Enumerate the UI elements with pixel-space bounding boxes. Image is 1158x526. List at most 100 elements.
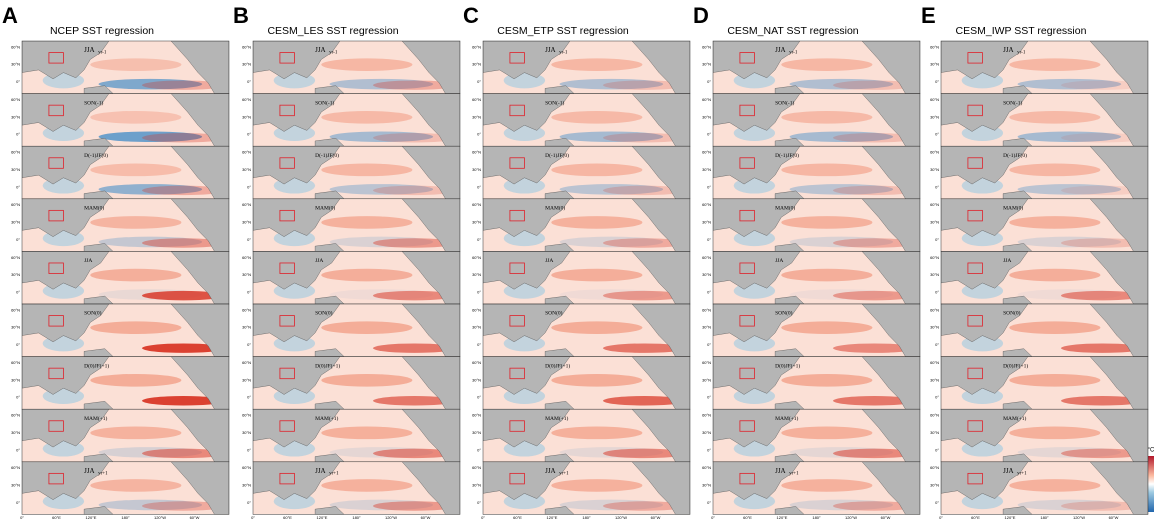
row-label-sub: yr+1	[1017, 472, 1027, 477]
warm-anomaly	[1009, 216, 1101, 229]
land-eurasia	[713, 409, 801, 448]
land-america	[1089, 251, 1148, 304]
lat-label: 0°	[707, 289, 711, 294]
map	[941, 304, 1148, 357]
warm-anomaly	[781, 268, 873, 282]
lat-label: 0°	[247, 500, 251, 505]
land-america	[1089, 304, 1148, 357]
lat-label: 60°N	[702, 150, 711, 155]
panel-title: CESM_ETP SST regression	[497, 25, 629, 37]
cold-anomaly	[789, 499, 894, 511]
land-america	[170, 251, 229, 304]
lat-label: 30°N	[472, 167, 481, 172]
lat-label: 60°N	[930, 465, 939, 470]
map	[483, 304, 690, 357]
warm-anomaly	[551, 426, 643, 440]
map	[713, 251, 920, 304]
lat-label: 60°N	[242, 97, 251, 102]
cold-anomaly	[98, 78, 203, 90]
land-australia	[774, 295, 805, 304]
lat-label: 60°N	[242, 255, 251, 260]
region-box	[279, 472, 295, 485]
map	[253, 41, 460, 94]
lat-label: 60°N	[472, 465, 481, 470]
land-america	[1089, 409, 1148, 462]
row-label: MAM(+1)	[545, 415, 568, 422]
land-america	[631, 356, 690, 410]
warm-anomaly	[373, 238, 456, 248]
map	[483, 461, 690, 515]
row-label: MAM(0)	[84, 205, 104, 212]
panel-title: CESM_LES SST regression	[267, 25, 398, 37]
warm-anomaly	[321, 58, 413, 71]
panel-letter: D	[693, 3, 709, 28]
lat-label: 30°N	[472, 272, 481, 277]
region-box	[48, 52, 64, 64]
land-america	[861, 409, 920, 462]
lon-label: 60°W	[190, 515, 200, 520]
land-america	[861, 93, 920, 147]
lat-label: 30°N	[11, 220, 20, 225]
cold-anomaly	[559, 184, 664, 195]
panel-letter: A	[2, 3, 18, 28]
row-label: MAM(+1)	[775, 415, 798, 422]
lat-label: 0°	[707, 500, 711, 505]
map-panel: SON(0) 60°N 30°N 0°	[242, 303, 461, 357]
warm-anomaly	[781, 321, 873, 334]
land-australia	[774, 506, 805, 515]
region-box	[739, 104, 755, 117]
row-label: SON(-1)	[545, 99, 564, 106]
lat-label: 30°N	[930, 62, 939, 67]
region-box	[967, 262, 983, 274]
region-box	[739, 367, 755, 380]
warm-anomaly	[833, 185, 916, 196]
lon-label: 120°W	[154, 515, 166, 520]
map	[483, 356, 690, 410]
land-america	[170, 461, 229, 515]
warm-anomaly	[373, 133, 456, 143]
region-box	[967, 52, 983, 64]
warm-anomaly	[551, 216, 643, 229]
row-label: MAM(+1)	[84, 415, 107, 422]
map-panel: D(-1)JF(0) 60°N 30°N 0°	[930, 145, 1149, 200]
land-america	[401, 461, 460, 515]
lat-label: 0°	[16, 395, 20, 400]
warm-anomaly	[142, 185, 225, 196]
lat-label: 60°N	[11, 465, 20, 470]
map-panel: D(0)JF(+1) 60°N 30°N 0°	[472, 356, 691, 410]
map-panel: JJA yr-1 60°N 30°N 0°	[930, 40, 1149, 94]
cold-anomaly	[1017, 184, 1122, 195]
map	[22, 304, 229, 357]
land-australia	[544, 190, 575, 199]
land-eurasia	[253, 409, 341, 448]
lat-label: 0°	[935, 79, 939, 84]
region-box	[509, 262, 525, 274]
land-eurasia	[941, 461, 1029, 500]
lat-label: 0°	[477, 79, 481, 84]
cold-anomaly	[1017, 447, 1122, 458]
panel-border	[21, 461, 230, 515]
land-america	[170, 409, 229, 462]
warm-anomaly	[603, 185, 686, 196]
cold-anomaly	[789, 78, 894, 90]
map	[253, 461, 460, 515]
lat-label: 60°N	[702, 202, 711, 207]
region-box	[967, 209, 983, 222]
cold-anomaly	[559, 289, 664, 300]
lon-label: 180°	[1040, 515, 1049, 520]
warm-anomaly	[551, 163, 643, 177]
lat-label: 30°N	[930, 377, 939, 382]
map-panel: JJA yr-1 60°N 30°N 0°	[242, 40, 461, 94]
land-australia	[544, 295, 575, 304]
lat-label: 0°	[16, 447, 20, 452]
land-eurasia	[483, 409, 571, 448]
map	[22, 198, 229, 252]
warm-anomaly	[321, 110, 413, 124]
map	[22, 41, 229, 94]
cold-anomaly	[329, 184, 434, 195]
lat-label: 30°N	[11, 377, 20, 382]
lat-label: 30°N	[472, 377, 481, 382]
cold-anomaly	[98, 499, 203, 511]
land-america	[401, 198, 460, 252]
land-eurasia	[22, 251, 110, 290]
